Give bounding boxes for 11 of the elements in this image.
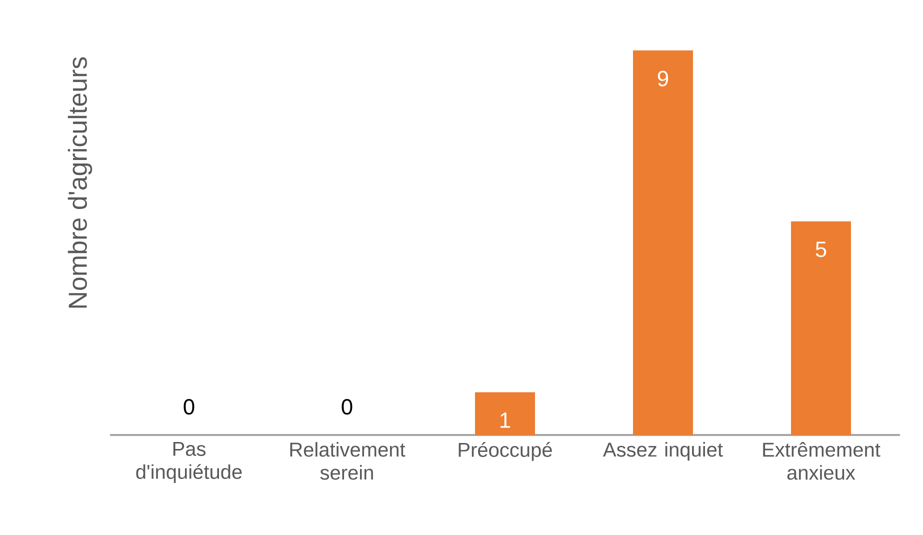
x-tick-label: Assez inquiet [602,442,723,461]
x-tick-label: Relativement serein [290,442,406,480]
data-label: 5 [816,242,826,258]
data-label: 9 [658,70,668,86]
data-label: 0 [342,399,352,415]
data-label: 0 [184,399,194,415]
x-tick-label: Préoccupé [458,442,552,461]
y-axis-title: Nombre d'agriculteurs [68,57,92,308]
data-label: 1 [500,412,510,428]
x-tick-label: Pas d'inquiétude [136,442,242,483]
x-tick-label: Extrêmement anxieux [763,442,880,480]
